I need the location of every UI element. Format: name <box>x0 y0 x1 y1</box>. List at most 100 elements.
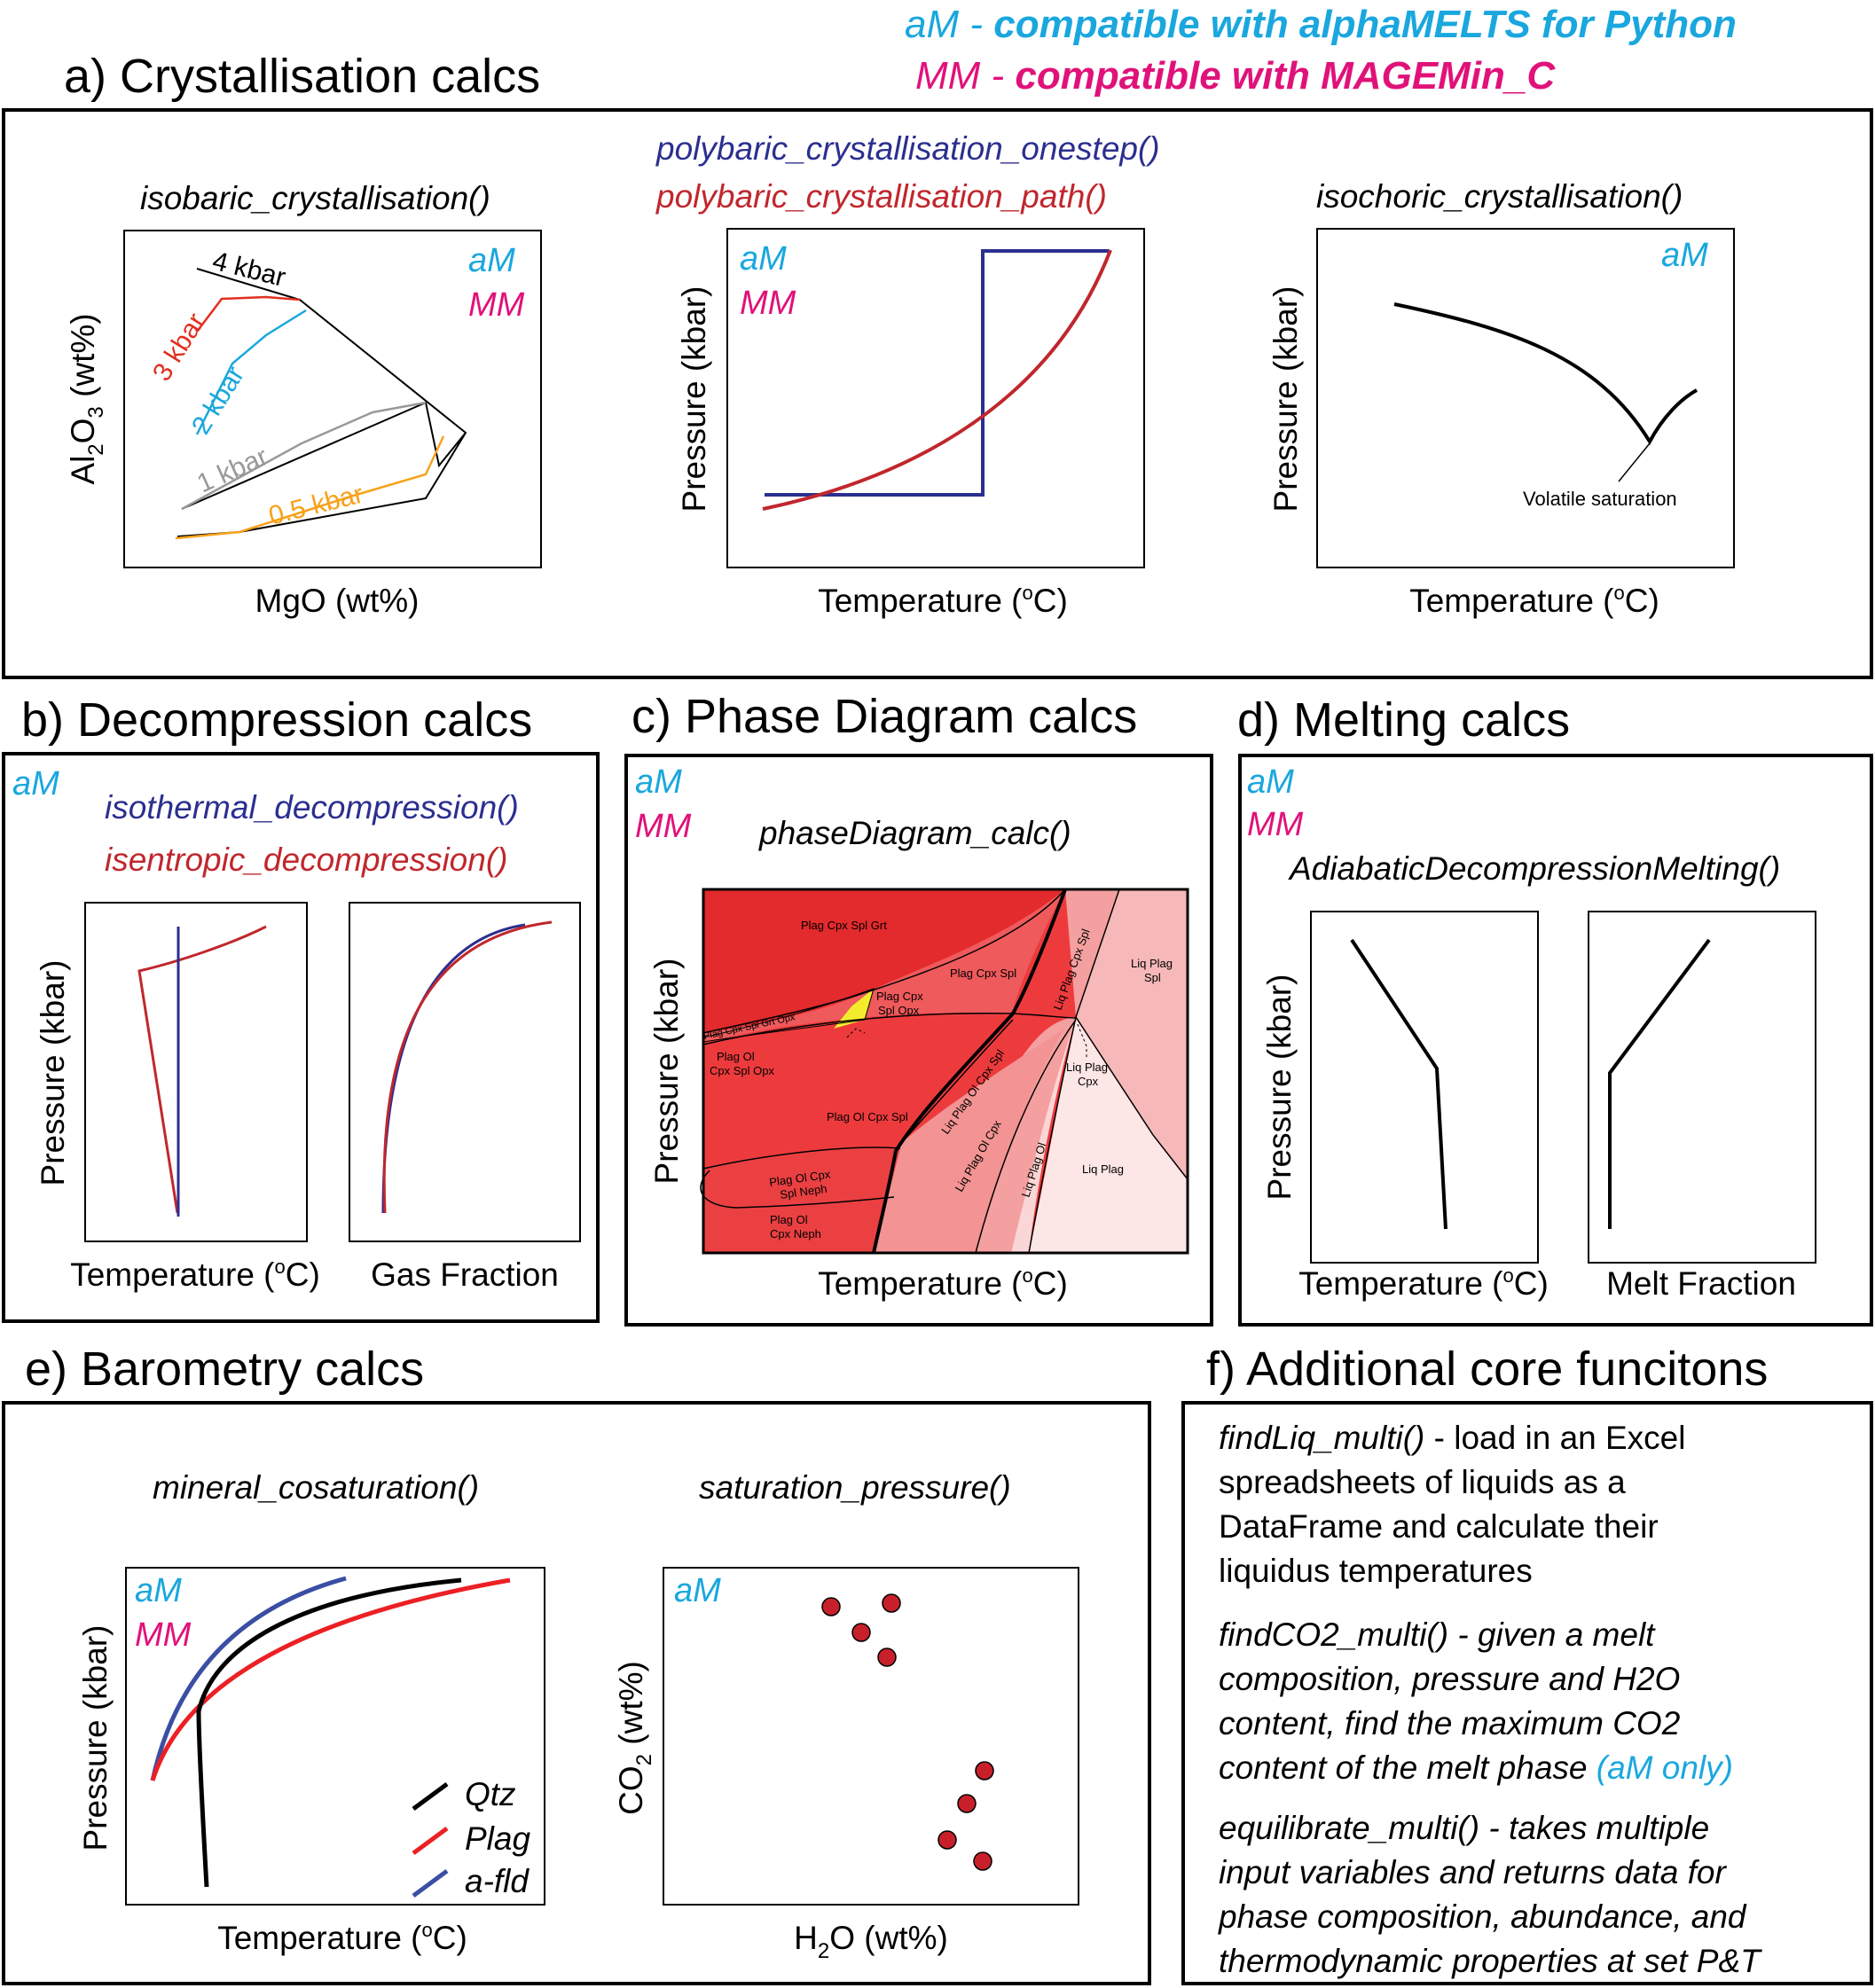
a3-xlabel-sup: o <box>1614 582 1625 604</box>
e1-legend-plag: Plag <box>465 1820 530 1857</box>
b-tag-am: aM <box>12 765 59 802</box>
c-xlabel-post: C) <box>1033 1265 1068 1302</box>
e2-point <box>851 1623 871 1642</box>
c-boundary-dashed-1 <box>1077 1023 1087 1060</box>
f-para1-line4: liquidus temperatures <box>1219 1553 1533 1589</box>
e2-point <box>821 1597 841 1616</box>
c-label-plag-ol-cpx-neph-1: Plag Ol <box>770 1213 808 1226</box>
e1-xlabel-pre: Temperature ( <box>217 1920 422 1956</box>
section-b-frame <box>2 752 600 1323</box>
d1-plot-frame <box>1310 911 1539 1264</box>
e1-curve-afld <box>150 1576 347 1781</box>
a3-annotation: Volatile saturation <box>1523 488 1677 510</box>
f-para2-line2: composition, pressure and H2O <box>1219 1661 1680 1697</box>
a1-ylabel-post: (wt%) <box>65 313 101 406</box>
f-para2-l1-rest: - given a melt <box>1448 1616 1656 1653</box>
e2-point <box>973 1851 992 1871</box>
e1-curve-plag <box>150 1577 511 1781</box>
e2-ylabel-sub: 2 <box>632 1754 656 1765</box>
e1-legend-swatch-qtz <box>412 1781 449 1812</box>
f-para3-line2: input variables and returns data for <box>1219 1854 1727 1890</box>
c-label-plag-cpx-spl-opx-2: Spl Opx <box>878 1004 920 1017</box>
d2-plot-frame <box>1588 911 1816 1264</box>
a1-ylabel-pre: Al <box>65 456 101 485</box>
a1-curve-label-1kbar: 1 kbar <box>192 442 272 498</box>
e2-point <box>882 1593 901 1613</box>
c-tag-am: aM <box>635 763 682 801</box>
b-xlabel2: Gas Fraction <box>371 1256 559 1293</box>
a1-curve-label-0.5kbar: 0.5 kbar <box>266 480 366 531</box>
e2-points <box>821 1593 994 1871</box>
a3-plot-frame <box>1316 228 1735 568</box>
a2-xlabel-post: C) <box>1033 583 1068 619</box>
a1-curve-2kbar <box>195 309 307 435</box>
e2-ylabel-post: (wt%) <box>613 1661 649 1754</box>
e2-point <box>957 1794 977 1813</box>
a1-ylabel-sub1: 2 <box>84 443 108 455</box>
a2-xlabel-sup: o <box>1023 582 1033 604</box>
d-function-label: AdiabaticDecompressionMelting() <box>1288 850 1780 887</box>
e2-xlabel: H2O (wt%) <box>794 1920 948 1963</box>
a1-curve-label-3kbar: 3 kbar <box>147 309 211 387</box>
d-xlabel2: Melt Fraction <box>1606 1265 1796 1302</box>
c-plot-frame <box>702 888 1189 1255</box>
f-para3-fn: equilibrate_multi() <box>1219 1810 1479 1846</box>
a1-function-label: isobaric_crystallisation() <box>140 180 490 216</box>
e2-ylabel-pre: CO <box>613 1765 649 1815</box>
c-label-plag-cpx-spl: Plag Cpx Spl <box>950 967 1016 980</box>
e1-ylabel: Pressure (kbar) <box>77 1625 114 1851</box>
f-para2-l4-pre: content of the melt phase <box>1219 1749 1596 1786</box>
b-xlabel1-sup: o <box>275 1256 286 1278</box>
c-label-plag-ol-cpx-spl-opx-1: Plag Ol <box>717 1050 755 1063</box>
c-label-liq-plag-cpx-2: Cpx <box>1078 1075 1099 1088</box>
e2-xlabel-post: O (wt%) <box>829 1920 948 1956</box>
a2-curve-onestep <box>765 249 1109 497</box>
d-xlabel1-sup: o <box>1503 1264 1514 1287</box>
c-ylabel: Pressure (kbar) <box>648 959 685 1185</box>
legend-mm-sep: - <box>980 54 1015 98</box>
c-label-plag-ol-cpx-neph-2: Cpx Neph <box>770 1227 821 1241</box>
c-field-plag-ol-cpx-neph <box>703 1147 900 1253</box>
c-boundary-5 <box>1075 1016 1189 1180</box>
d-tag-mm: MM <box>1247 806 1304 843</box>
f-para1-line3: DataFrame and calculate their <box>1219 1508 1659 1545</box>
c-boundary-3 <box>702 988 875 1043</box>
e1-tag-am: aM <box>135 1572 182 1609</box>
c-boundary-1 <box>702 888 1066 1034</box>
a1-ylabel-mid: O <box>65 419 101 444</box>
a1-tag-am: aM <box>468 242 515 279</box>
e1-function-label: mineral_cosaturation() <box>153 1469 479 1506</box>
e1-plot-frame <box>125 1567 545 1906</box>
legend-mm-text: compatible with MAGEMin_C <box>1015 54 1556 98</box>
c-boundary-8 <box>702 1147 901 1170</box>
f-para2-line1: findCO2_multi() - given a melt <box>1219 1616 1656 1653</box>
legend-am-line: aM - compatible with alphaMELTS for Pyth… <box>905 3 1737 46</box>
f-para2-line4: content of the melt phase (aM only) <box>1219 1749 1733 1786</box>
e1-legend-qtz: Qtz <box>465 1776 516 1812</box>
section-c-frame <box>624 754 1213 1327</box>
c-label-liq-plag-cpx-1: Liq Plag <box>1066 1061 1108 1074</box>
a3-xlabel-pre: Temperature ( <box>1409 583 1614 619</box>
e2-point <box>877 1648 897 1667</box>
d-xlabel1-post: C) <box>1514 1265 1549 1302</box>
f-para2-l4-tag: (aM only) <box>1596 1749 1733 1786</box>
e1-tag-mm: MM <box>135 1616 192 1654</box>
c-label-plag-ol-cpx-spl-opx-2: Cpx Spl Opx <box>710 1064 774 1077</box>
c-label-liq-plag-spl-1: Liq Plag <box>1131 957 1173 970</box>
section-c-title: c) Phase Diagram calcs <box>632 690 1137 743</box>
f-para2-line3: content, find the maximum CO2 <box>1219 1705 1681 1741</box>
a3-tag-am: aM <box>1661 237 1708 274</box>
c-function-label: phaseDiagram_calc() <box>758 815 1071 851</box>
e1-xlabel: Temperature (oC) <box>217 1919 467 1956</box>
a1-curve-1kbar <box>181 401 427 511</box>
a3-xlabel: Temperature (oC) <box>1409 582 1659 619</box>
d1-curve <box>1350 938 1447 1230</box>
a2-plot-frame <box>726 228 1145 568</box>
c-field-liq-plag-ol <box>1011 1017 1076 1253</box>
legend-am-text: compatible with alphaMELTS for Python <box>993 3 1737 46</box>
e1-legend-swatch-afld <box>412 1868 449 1898</box>
b-xlabel1-pre: Temperature ( <box>70 1256 275 1293</box>
e1-xlabel-post: C) <box>433 1920 467 1956</box>
section-a-frame <box>2 108 1873 679</box>
